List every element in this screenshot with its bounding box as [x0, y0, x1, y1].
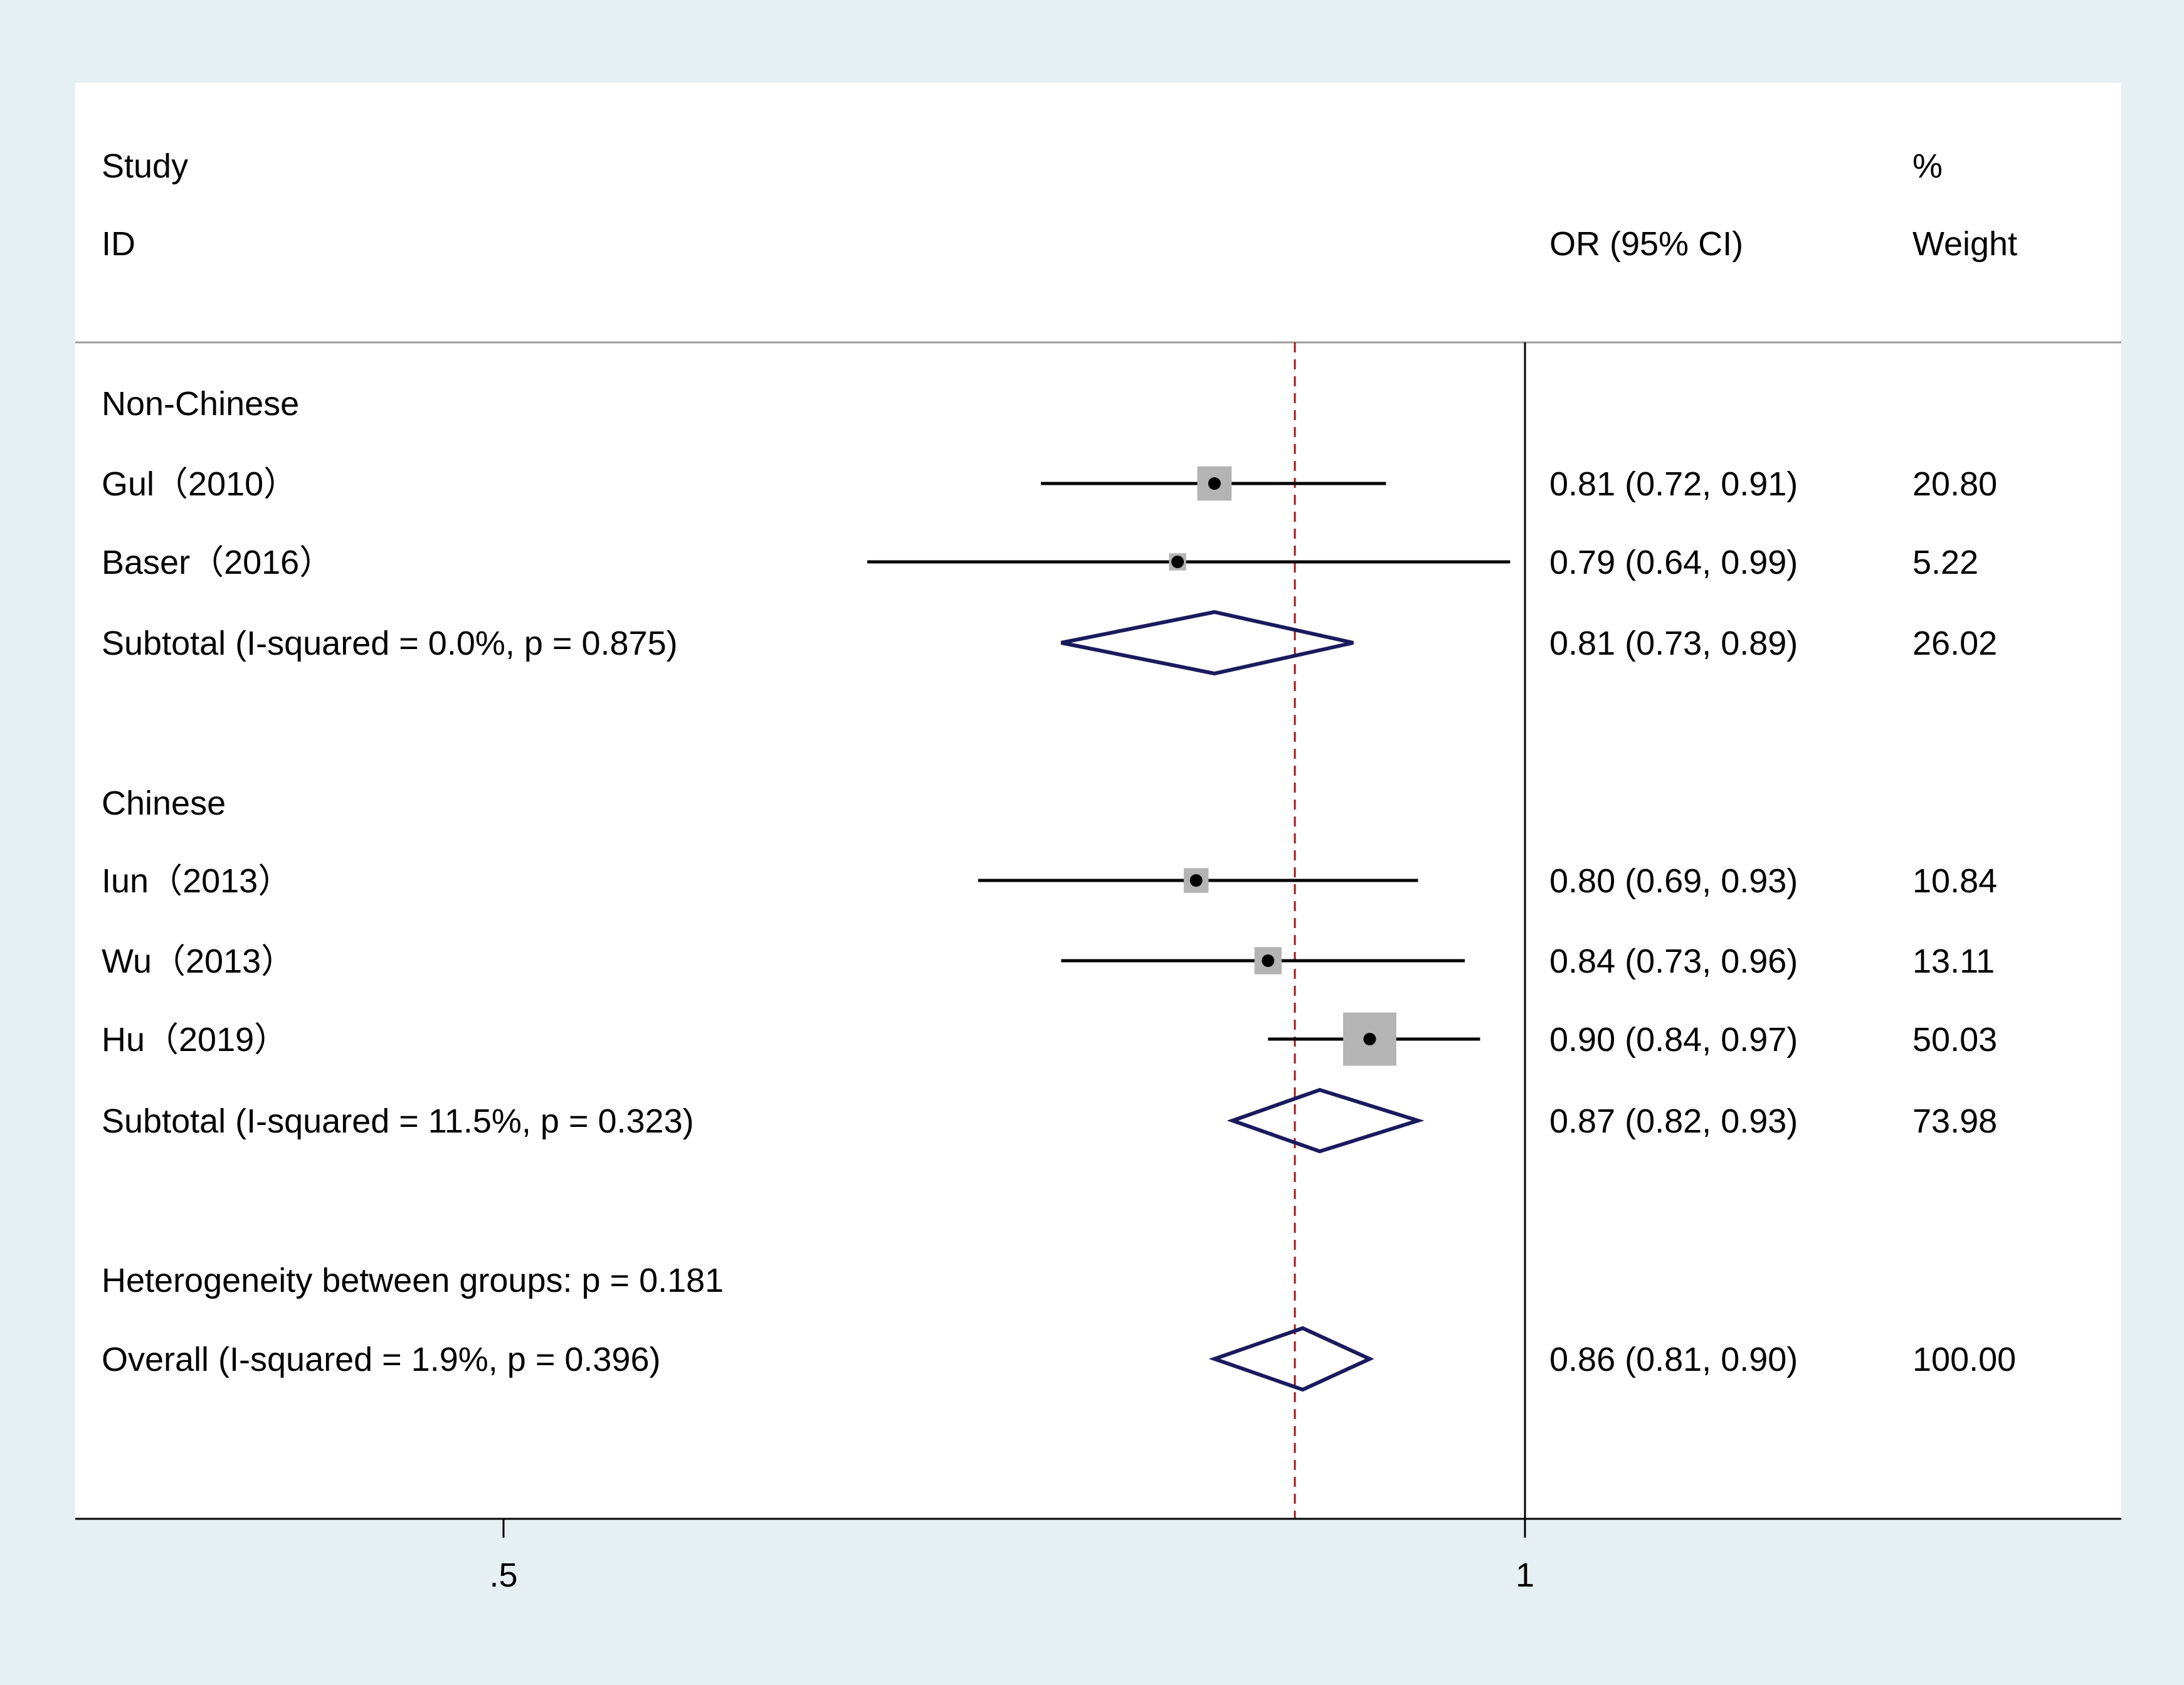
x-tick-label: 1 [1516, 1556, 1534, 1594]
weight-value: 26.02 [1912, 625, 1997, 662]
group-label: Chinese [102, 784, 226, 822]
point-estimate [1363, 1033, 1376, 1045]
header-study: Study [102, 147, 188, 185]
study-label: Iun（2013） [102, 862, 292, 900]
study-label: Baser（2016） [102, 544, 333, 581]
or-ci-value: 0.80 (0.69, 0.93) [1549, 862, 1798, 900]
pooled-diamond [1208, 1326, 1374, 1392]
note-label: Heterogeneity between groups: p = 0.181 [102, 1262, 724, 1299]
point-estimate [1171, 556, 1184, 568]
header-id: ID [102, 225, 135, 263]
group-label: Non-Chinese [102, 385, 299, 423]
or-ci-value: 0.84 (0.73, 0.96) [1549, 943, 1798, 980]
pooled-diamond [1060, 610, 1354, 676]
overall-label: Overall (I-squared = 1.9%, p = 0.396) [102, 1341, 660, 1378]
weight-value: 20.80 [1912, 465, 1997, 503]
or-ci-value: 0.86 (0.81, 0.90) [1549, 1341, 1798, 1378]
point-estimate [1190, 874, 1203, 887]
or-ci-value: 0.90 (0.84, 0.97) [1549, 1021, 1798, 1059]
header-percent: % [1912, 147, 1943, 185]
header-weight: Weight [1912, 225, 2017, 263]
subtotal-label: Subtotal (I-squared = 11.5%, p = 0.323) [102, 1102, 694, 1140]
plot-panel [75, 83, 2121, 1519]
study-label: Gul（2010） [102, 465, 297, 503]
pooled-diamond [1227, 1087, 1425, 1154]
study-label: Hu（2019） [102, 1021, 288, 1059]
point-estimate [1262, 954, 1275, 967]
weight-value: 50.03 [1912, 1021, 1997, 1059]
weight-value: 5.22 [1912, 544, 1978, 581]
subtotal-label: Subtotal (I-squared = 0.0%, p = 0.875) [102, 625, 678, 662]
x-tick-label: .5 [489, 1556, 517, 1594]
point-estimate [1208, 477, 1221, 490]
or-ci-value: 0.87 (0.82, 0.93) [1549, 1102, 1798, 1140]
header-or-ci: OR (95% CI) [1549, 225, 1743, 263]
study-label: Wu（2013） [102, 943, 295, 980]
weight-value: 73.98 [1912, 1102, 1997, 1140]
weight-value: 10.84 [1912, 862, 1997, 900]
weight-value: 100.00 [1912, 1341, 2016, 1378]
or-ci-value: 0.79 (0.64, 0.99) [1549, 544, 1798, 581]
or-ci-value: 0.81 (0.73, 0.89) [1549, 625, 1798, 662]
or-ci-value: 0.81 (0.72, 0.91) [1549, 465, 1798, 503]
weight-value: 13.11 [1912, 943, 1995, 980]
